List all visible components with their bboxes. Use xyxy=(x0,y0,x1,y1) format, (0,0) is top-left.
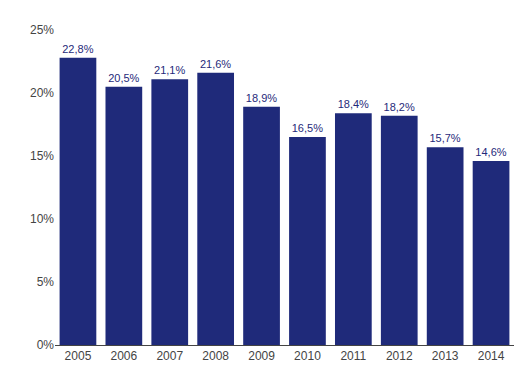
svg-text:2010: 2010 xyxy=(294,349,321,363)
svg-text:21,6%: 21,6% xyxy=(200,58,231,70)
svg-text:14,6%: 14,6% xyxy=(475,146,506,158)
svg-text:21,1%: 21,1% xyxy=(154,64,185,76)
svg-text:15,7%: 15,7% xyxy=(429,132,460,144)
svg-text:2005: 2005 xyxy=(65,349,92,363)
svg-text:2006: 2006 xyxy=(110,349,137,363)
svg-text:15%: 15% xyxy=(30,149,54,163)
svg-text:18,9%: 18,9% xyxy=(246,92,277,104)
svg-text:20,5%: 20,5% xyxy=(108,72,139,84)
svg-text:22,8%: 22,8% xyxy=(62,43,93,55)
svg-text:2011: 2011 xyxy=(340,349,366,363)
svg-text:2009: 2009 xyxy=(248,349,275,363)
svg-text:2014: 2014 xyxy=(478,349,505,363)
svg-text:5%: 5% xyxy=(37,275,55,289)
svg-text:25%: 25% xyxy=(30,23,54,37)
svg-text:16,5%: 16,5% xyxy=(292,122,323,134)
svg-text:2007: 2007 xyxy=(156,349,183,363)
svg-text:10%: 10% xyxy=(30,212,54,226)
svg-text:18,2%: 18,2% xyxy=(384,101,415,113)
svg-text:18,4%: 18,4% xyxy=(338,98,369,110)
svg-text:0%: 0% xyxy=(37,338,55,352)
svg-text:2008: 2008 xyxy=(202,349,229,363)
svg-text:2012: 2012 xyxy=(386,349,413,363)
svg-text:20%: 20% xyxy=(30,86,54,100)
svg-text:2013: 2013 xyxy=(432,349,459,363)
